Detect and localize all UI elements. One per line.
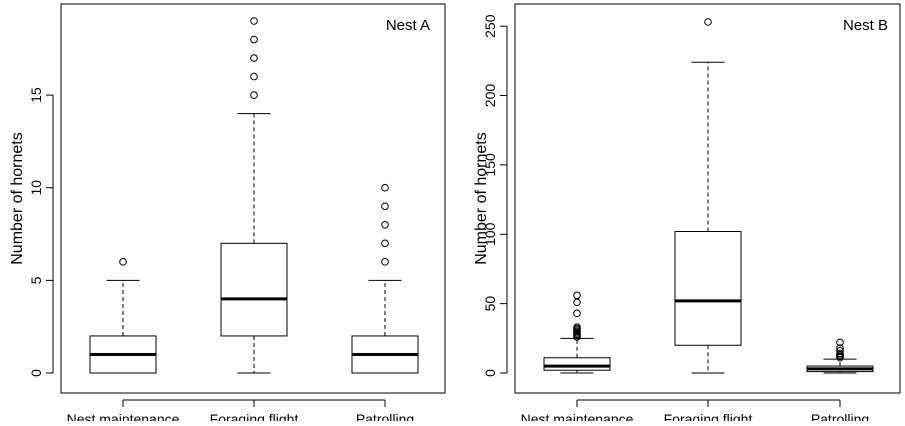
x-tick-label: Foraging flight <box>210 411 299 421</box>
boxplot-group <box>89 258 157 374</box>
outlier-point <box>573 323 581 332</box>
y-axis-label: Number of hornets <box>473 132 490 265</box>
x-tick-label: Nest maintenance <box>67 411 180 421</box>
y-tick-label: 100 <box>482 222 498 246</box>
outlier-point <box>836 347 844 355</box>
plot-frame <box>514 3 901 394</box>
y-tick-label: 5 <box>28 276 44 284</box>
outlier-point <box>250 54 258 62</box>
outlier-point <box>836 349 844 358</box>
outlier-point <box>573 309 581 318</box>
outlier-point <box>250 72 258 81</box>
y-tick-label: 50 <box>482 296 498 312</box>
outlier-point <box>381 202 389 211</box>
outlier-point <box>573 298 581 307</box>
outlier-point <box>250 17 258 25</box>
plot-frame <box>60 3 446 394</box>
chart-panel: 0 50 100 150 200 250 Number of hornets Nest mai… <box>473 3 901 426</box>
outlier-point <box>119 258 127 266</box>
x-tick-label: Patrolling <box>356 411 414 421</box>
boxplot-group <box>351 183 419 374</box>
iqr-box <box>220 242 288 337</box>
iqr-box <box>543 357 611 371</box>
x-tick-label: Foraging flight <box>664 411 753 421</box>
iqr-box <box>674 230 742 346</box>
boxplot-group <box>543 291 611 374</box>
outlier-point <box>381 183 389 192</box>
x-tick-label: Patrolling <box>811 411 869 421</box>
y-tick-label: 15 <box>28 87 44 103</box>
panel-title: Nest A <box>386 17 430 34</box>
outlier-point <box>573 291 581 300</box>
y-tick-label: 200 <box>482 84 498 108</box>
y-tick-label: 0 <box>482 369 498 377</box>
boxplot-group <box>806 338 874 374</box>
y-axis-label: Number of hornets <box>9 132 26 265</box>
chart-panel: 0 5 10 15 Number of hornets Nest maintenance F… <box>9 3 446 426</box>
outlier-point <box>704 18 712 26</box>
outlier-point <box>836 338 844 347</box>
boxplot-group <box>674 18 742 374</box>
outlier-point <box>381 220 389 229</box>
y-tick-label: 250 <box>482 14 498 38</box>
outlier-point <box>250 91 258 99</box>
panel-title: Nest B <box>843 17 888 34</box>
y-tick-label: 150 <box>482 153 498 177</box>
outlier-point <box>381 258 389 266</box>
outlier-point <box>381 239 389 248</box>
boxplot-group <box>220 17 288 374</box>
y-tick-label: 10 <box>28 180 44 196</box>
outlier-point <box>836 344 844 352</box>
x-tick-label: Nest maintenance <box>521 411 634 421</box>
y-tick-label: 0 <box>28 369 44 377</box>
outlier-point <box>250 35 258 44</box>
